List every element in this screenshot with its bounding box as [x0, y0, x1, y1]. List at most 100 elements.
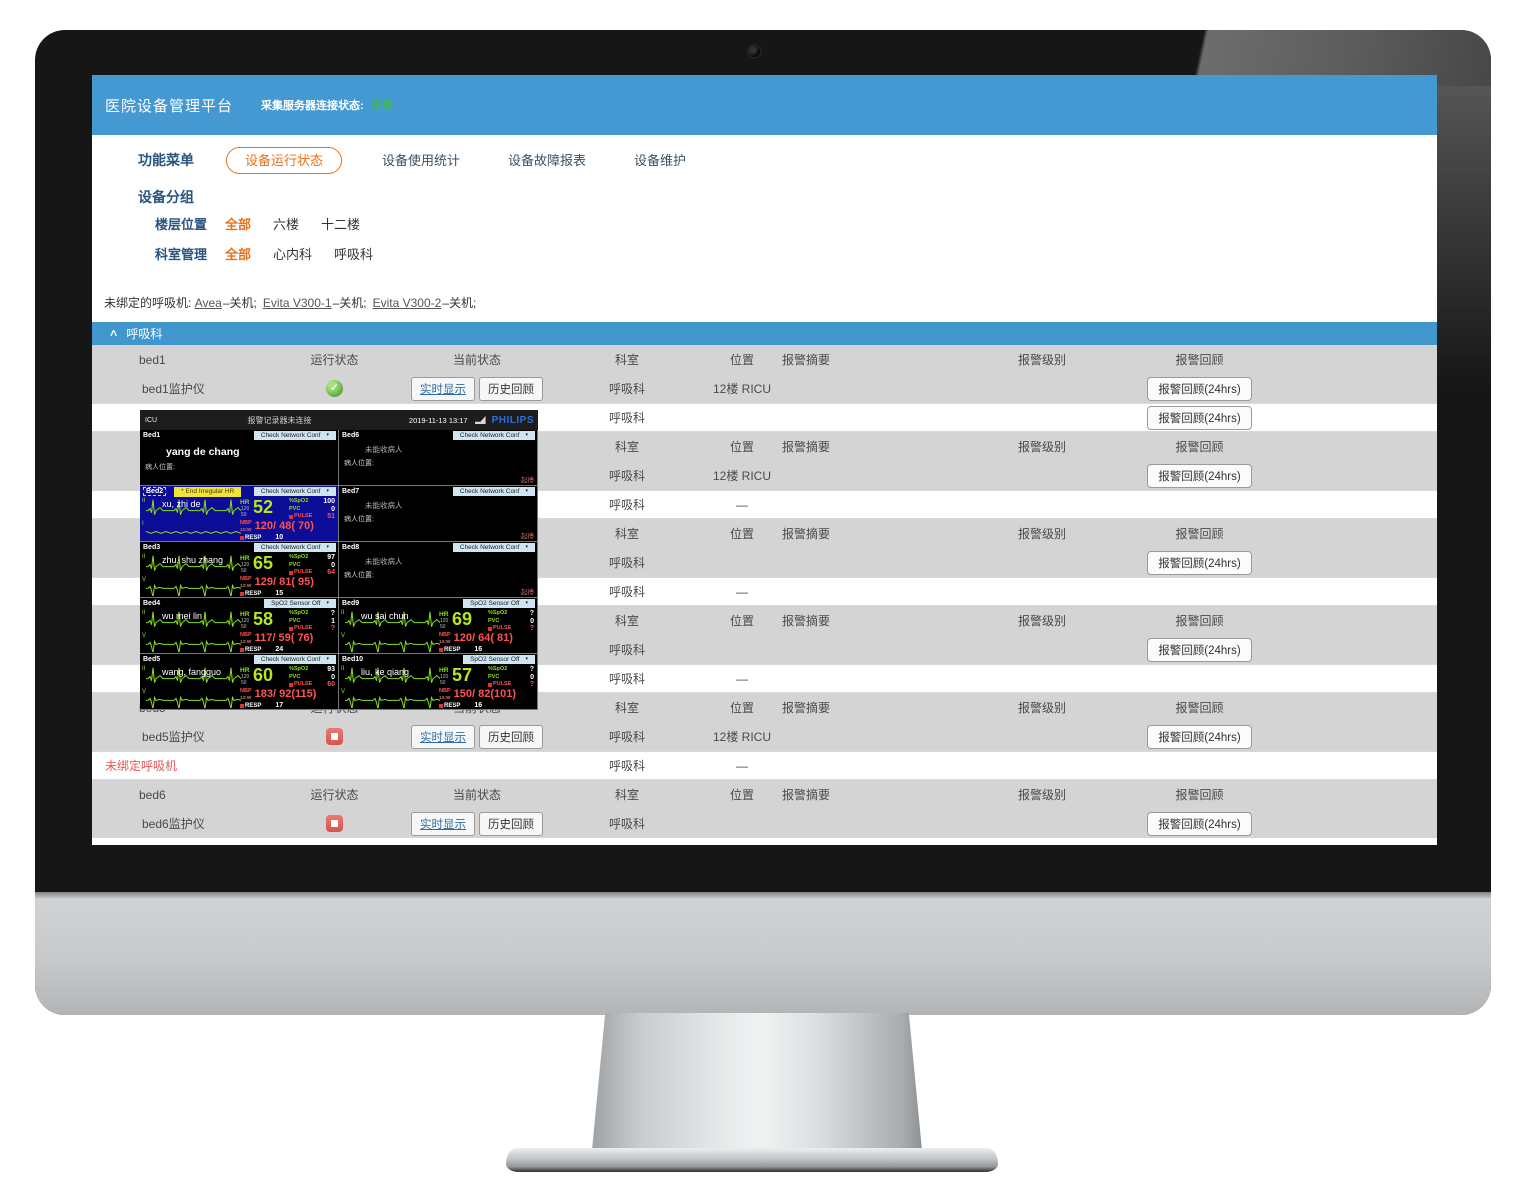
bed-cell-bed7[interactable]: Bed7 Check Network Conf ▾ 未能收病人 病人位置: 起搏 [339, 486, 538, 542]
resp-row: RESP 16 [439, 646, 482, 653]
spo2-value: ? [529, 666, 534, 673]
actions-cell: 实时显示 历史回顾 [402, 376, 552, 401]
bed-cell-bed6[interactable]: Bed6 Check Network Conf ▾ 未能收病人 病人位置: 起搏 [339, 430, 538, 486]
realtime-display-button[interactable]: 实时显示 [411, 811, 475, 836]
bed-config-button[interactable]: Check Network Conf ▾ [253, 487, 336, 496]
resp-label: RESP [439, 647, 460, 653]
bed-config-button[interactable]: Check Network Conf ▾ [253, 431, 336, 440]
filter-option[interactable]: 十二楼 [321, 217, 361, 232]
review-cell: 报警回顾(24hrs) [1102, 463, 1297, 488]
bed-config-button[interactable]: Check Network Conf ▾ [253, 655, 336, 664]
resp-label: RESP [240, 647, 261, 653]
alarm-off-icon [240, 535, 244, 540]
alarm-review-button[interactable]: 报警回顾(24hrs) [1147, 637, 1252, 662]
realtime-display-button[interactable]: 实时显示 [411, 724, 475, 749]
col-dept: 科室 [614, 353, 639, 367]
bed-cell-header: Bed9 SpO2 Sensor Off ▾ [339, 598, 537, 609]
ventilator-link[interactable]: Evita V300-2 [372, 296, 442, 310]
alarm-review-button[interactable]: 报警回顾(24hrs) [1147, 724, 1252, 749]
ecg-waveform [146, 530, 242, 534]
bed-config-button[interactable]: Check Network Conf ▾ [452, 487, 535, 496]
vitals-panel: HR 120 50 69 %SpO2? PVC 0 PULSE? NBP 13:00 120/ 64… [439, 609, 536, 653]
bed-config-button[interactable]: SpO2 Sensor Off ▾ [264, 599, 336, 608]
ventilator-state: –关机; [222, 296, 257, 310]
filter-option[interactable]: 全部 [225, 247, 252, 262]
ecg-waveform [345, 667, 441, 683]
filter-option[interactable]: 六楼 [273, 217, 300, 232]
bed-config-button[interactable]: SpO2 Sensor Off ▾ [463, 599, 535, 608]
status-stopped-icon [326, 815, 343, 832]
pulse-row: PULSE? [488, 625, 534, 633]
filter-option[interactable]: 心内科 [273, 247, 313, 262]
filter-option[interactable]: 呼吸科 [334, 247, 374, 262]
nbp-row: NBP 13:00 120/ 64( 81) [439, 632, 513, 645]
ventilator-link[interactable]: Avea [194, 296, 222, 310]
spo2-row: %SpO2 100 [289, 498, 335, 506]
tab-1[interactable]: 设备运行状态 [226, 147, 343, 174]
col-loc: 位置 [729, 353, 754, 367]
popup-titlebar-right: 2019-11-13 13:17 PHILIPS [409, 415, 534, 426]
dropdown-arrow-icon: ▾ [525, 488, 528, 494]
col-review: 报警回顾 [1175, 353, 1224, 367]
collapse-icon[interactable]: ∧ [108, 328, 119, 339]
dept-cell: 呼吸科 [608, 730, 645, 744]
device-group-title: 设备分组 [138, 189, 194, 205]
review-cell: 报警回顾(24hrs) [1102, 405, 1297, 430]
ventilator-link[interactable]: Evita V300-1 [262, 296, 332, 310]
resp-row: RESP 24 [240, 646, 283, 653]
nav-bar: 功能菜单 设备运行状态 设备使用统计 设备故障报表 设备维护 [138, 146, 734, 174]
spo2-label: %SpO2 [488, 610, 508, 616]
pulse-value: 60 [327, 681, 335, 688]
no-patient-message: 未能收病人 [365, 557, 403, 566]
filter-option[interactable]: 全部 [225, 217, 252, 232]
nbp-time: 13:00 [240, 526, 252, 532]
pvc-label: PVC [289, 505, 301, 512]
pvc-value: 0 [331, 561, 335, 569]
history-review-button[interactable]: 历史回顾 [479, 811, 543, 836]
nbp-label: NBP 13:00 [240, 520, 252, 532]
spo2-value: 97 [327, 554, 335, 561]
col-level: 报警级别 [1017, 353, 1066, 367]
device-name: 未绑定呼吸机 [105, 759, 178, 773]
monitor-bezel: 医院设备管理平台 采集服务器连接状态: 正常 功能菜单 设备运行状态 设备使用统计… [35, 30, 1491, 1015]
alarm-review-button[interactable]: 报警回顾(24hrs) [1147, 405, 1252, 430]
bed-id-label: Bed4 [143, 600, 161, 607]
alarm-off-icon [240, 591, 244, 596]
bed-config-button[interactable]: Check Network Conf ▾ [253, 543, 336, 552]
no-patient-message: 未能收病人 [365, 501, 403, 510]
bed-config-button[interactable]: Check Network Conf ▾ [452, 543, 535, 552]
nbp-label: NBP 13:00 [240, 632, 252, 644]
bed-config-button[interactable]: SpO2 Sensor Off ▾ [463, 655, 535, 664]
col-review: 报警回顾 [1175, 527, 1224, 541]
bed-cell-header: Bed6 Check Network Conf ▾ [339, 430, 537, 441]
dropdown-arrow-icon: ▾ [525, 600, 528, 606]
alarm-off-icon [289, 626, 293, 631]
bed-cell-bed1[interactable]: Bed1 Check Network Conf ▾ yang de chang 病人位置… [140, 430, 339, 486]
tab-2[interactable]: 设备使用统计 [382, 153, 461, 168]
tab-4[interactable]: 设备维护 [634, 153, 687, 168]
bed-cell-bed8[interactable]: Bed8 Check Network Conf ▾ 未能收病人 病人位置: 起搏 [339, 542, 538, 598]
history-review-button[interactable]: 历史回顾 [479, 724, 543, 749]
nbp-value: 183/ 92(115) [254, 688, 317, 700]
bed-cell-bed2[interactable]: Bed2 * End Irregular HR Check Network Conf… [140, 486, 339, 542]
alarm-review-button[interactable]: 报警回顾(24hrs) [1147, 376, 1252, 401]
location-cell: — [736, 671, 748, 686]
alarm-review-button[interactable]: 报警回顾(24hrs) [1147, 550, 1252, 575]
bed-config-button[interactable]: Check Network Conf ▾ [452, 431, 535, 440]
section-header-respiratory[interactable]: ∧ 呼吸科 [92, 322, 1437, 345]
pacing-label: 起搏 [521, 589, 534, 596]
alarm-review-button[interactable]: 报警回顾(24hrs) [1147, 811, 1252, 836]
bezel-reflection-right [1437, 86, 1491, 416]
tab-3[interactable]: 设备故障报表 [508, 153, 587, 168]
pvc-label: PVC [289, 561, 301, 568]
realtime-display-button[interactable]: 实时显示 [411, 376, 475, 401]
realtime-monitor-popup: ICU 报警记录器未连接 2019-11-13 13:17 PHILIPS Be… [140, 410, 538, 710]
history-review-button[interactable]: 历史回顾 [479, 376, 543, 401]
alarm-review-button[interactable]: 报警回顾(24hrs) [1147, 463, 1252, 488]
